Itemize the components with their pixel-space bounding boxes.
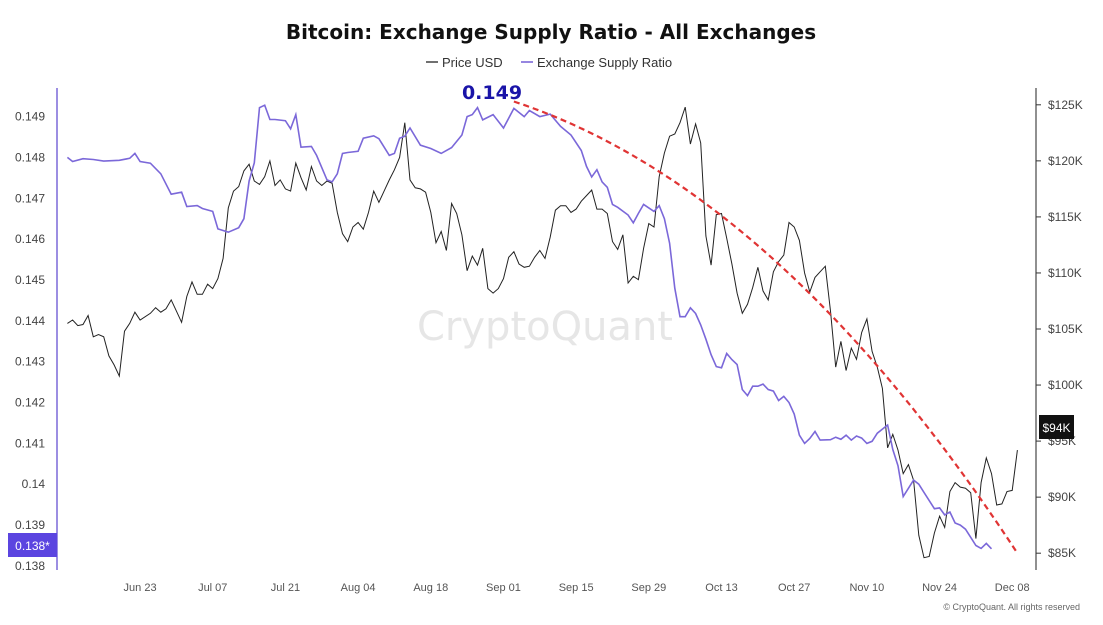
left-tick-label: 0.141 (15, 436, 45, 450)
right-tick-label: $110K (1048, 266, 1082, 280)
left-tick-label: 0.149 (15, 110, 45, 124)
x-tick-label: Aug 18 (413, 582, 448, 594)
right-tick-label: $100K (1048, 378, 1083, 392)
x-tick-label: Sep 15 (559, 582, 594, 594)
right-tick-label: $120K (1048, 154, 1083, 168)
x-tick-label: Oct 27 (778, 582, 810, 594)
x-tick-label: Sep 01 (486, 582, 521, 594)
x-tick-label: Jul 21 (271, 582, 300, 594)
x-tick-label: Nov 10 (849, 582, 884, 594)
right-tick-label: $90K (1048, 490, 1076, 504)
left-tick-label: 0.145 (15, 273, 45, 287)
left-tick-label: 0.143 (15, 355, 45, 369)
left-tick-label: 0.146 (15, 232, 45, 246)
watermark: CryptoQuant (417, 304, 673, 350)
x-tick-label: Aug 04 (341, 582, 376, 594)
left-axis-ticks: 0.149 0.148 0.147 0.146 0.145 0.144 0.143 0.142… (15, 110, 45, 573)
left-tick-label: 0.148 (15, 150, 45, 164)
current-ratio-badge-bg (8, 533, 57, 557)
x-tick-label: Jul 07 (198, 582, 227, 594)
legend-ratio-label: Exchange Supply Ratio (537, 55, 672, 70)
peak-annotation: 0.149 (462, 82, 522, 104)
x-tick-label: Jun 23 (124, 582, 157, 594)
right-tick-label: $85K (1048, 546, 1076, 560)
right-tick-label: $105K (1048, 322, 1083, 336)
x-tick-label: Dec 08 (995, 582, 1030, 594)
left-tick-label: 0.138 (15, 559, 45, 573)
right-tick-label: $115K (1048, 210, 1082, 224)
legend: Price USD Exchange Supply Ratio (426, 55, 672, 70)
right-axis-ticks: $125K$120K$115K$110K$105K$100K$95K$90K$8… (1036, 98, 1083, 560)
current-ratio-label: 0.138* (15, 539, 50, 553)
x-tick-label: Sep 29 (631, 582, 666, 594)
credit: © CryptoQuant. All rights reserved (943, 602, 1080, 612)
left-tick-label: 0.144 (15, 314, 45, 328)
chart-title: Bitcoin: Exchange Supply Ratio - All Exc… (286, 20, 816, 44)
trend-line (513, 100, 1019, 554)
current-price-badge-bg (1039, 415, 1074, 439)
x-tick-label: Oct 13 (705, 582, 737, 594)
current-price-badge: $94K (1039, 415, 1074, 439)
left-tick-label: 0.142 (15, 396, 45, 410)
left-tick-label: 0.147 (15, 191, 45, 205)
ratio-series-line (66, 104, 993, 550)
x-tick-label: Nov 24 (922, 582, 957, 594)
right-tick-label: $125K (1048, 98, 1083, 112)
left-tick-label: 0.14 (22, 477, 46, 491)
x-axis-ticks: Jun 23 Jul 07 Jul 21 Aug 04 Aug 18 Sep 01 Sep … (124, 582, 1030, 594)
price-series-line (67, 106, 1018, 559)
current-ratio-badge: 0.138* (8, 533, 57, 557)
legend-price-label: Price USD (442, 55, 503, 70)
current-price-label: $94K (1042, 421, 1070, 435)
left-tick-label: 0.139 (15, 518, 45, 532)
